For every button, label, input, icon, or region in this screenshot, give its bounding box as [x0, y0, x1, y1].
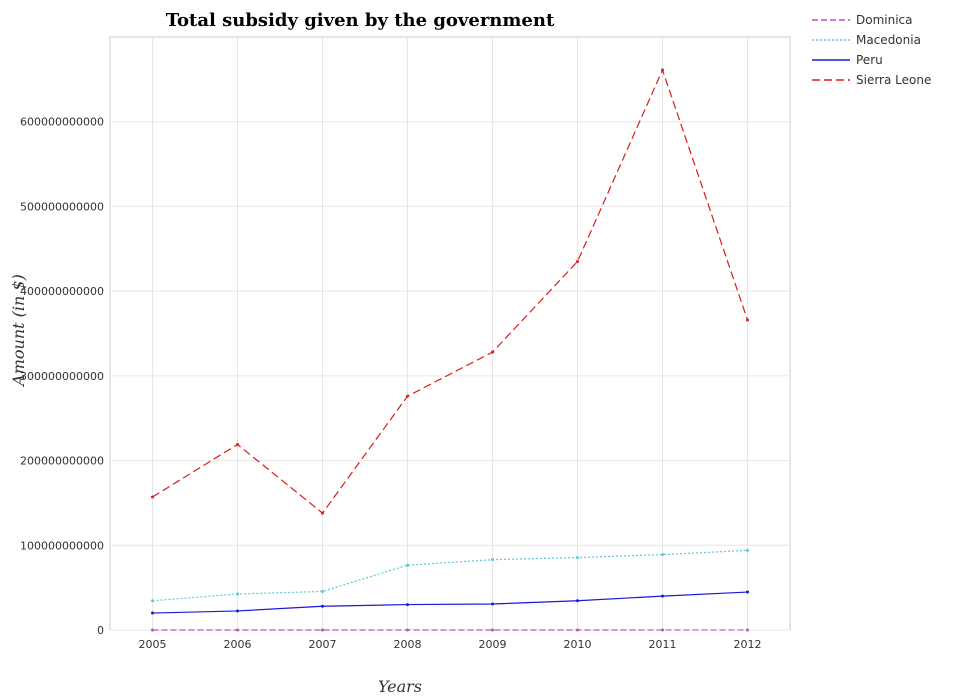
point-peru-2010 — [576, 599, 579, 603]
point-sierra-leone-2007 — [321, 511, 324, 515]
plot-area — [109, 36, 791, 631]
point-macedonia-2010 — [576, 556, 579, 560]
plot-frame — [109, 36, 791, 631]
point-dominica-2007 — [321, 628, 324, 632]
point-dominica-2009 — [491, 628, 494, 632]
point-sierra-leone-2010 — [576, 259, 579, 263]
x-tick-4: 2009 — [479, 638, 507, 651]
point-peru-2007 — [321, 604, 324, 608]
x-tick-6: 2011 — [649, 638, 677, 651]
point-macedonia-2012 — [746, 548, 749, 552]
point-macedonia-2005 — [151, 599, 154, 603]
x-tick-1: 2006 — [224, 638, 252, 651]
y-tick-4: 400000000000 — [20, 285, 104, 298]
y-tick-1: 100000000000 — [20, 539, 104, 552]
point-sierra-leone-2005 — [151, 495, 154, 499]
point-dominica-2010 — [576, 628, 579, 632]
y-tick-2: 200000000000 — [20, 455, 104, 468]
point-macedonia-2007 — [321, 589, 324, 593]
y-tick-3: 300000000000 — [20, 370, 104, 383]
point-peru-2009 — [491, 602, 494, 606]
x-tick-3: 2008 — [394, 638, 422, 651]
legend: Dominica Macedonia Peru Sierra Leone — [812, 13, 931, 87]
series-line-sierra-leone — [152, 68, 749, 514]
point-dominica-2005 — [151, 628, 154, 632]
x-axis-label: Years — [378, 677, 422, 696]
x-tick-5: 2010 — [564, 638, 592, 651]
point-peru-2005 — [151, 611, 154, 615]
point-macedonia-2011 — [661, 553, 664, 557]
point-macedonia-2008 — [406, 563, 409, 567]
point-macedonia-2009 — [491, 558, 494, 562]
y-tick-0: 0 — [97, 624, 104, 637]
series-lines — [151, 68, 749, 632]
point-dominica-2012 — [746, 628, 749, 632]
point-peru-2006 — [236, 609, 239, 613]
legend-label-dominica: Dominica — [856, 13, 913, 27]
x-tick-2: 2007 — [309, 638, 337, 651]
point-peru-2008 — [406, 603, 409, 607]
chart-title: Total subsidy given by the government — [166, 10, 555, 31]
legend-label-macedonia: Macedonia — [856, 33, 921, 47]
point-sierra-leone-2012 — [746, 318, 749, 322]
grid-lines — [110, 37, 790, 631]
series-line-macedonia — [152, 549, 748, 602]
point-sierra-leone-2009 — [491, 350, 494, 354]
y-axis-label: Amount (in $) — [9, 274, 28, 388]
point-dominica-2008 — [406, 628, 409, 632]
legend-label-peru: Peru — [856, 53, 883, 67]
point-sierra-leone-2011 — [661, 68, 664, 72]
series-line-peru — [152, 591, 748, 614]
point-macedonia-2006 — [236, 592, 239, 596]
y-tick-labels: 0 100000000000 200000000000 300000000000 400… — [20, 116, 104, 637]
x-tick-0: 2005 — [139, 638, 167, 651]
point-peru-2011 — [661, 594, 664, 598]
y-tick-5: 500000000000 — [20, 200, 104, 213]
point-dominica-2011 — [661, 628, 664, 632]
y-tick-6: 600000000000 — [20, 116, 104, 129]
x-tick-labels: 2005 2006 2007 2008 2009 2010 2011 2012 — [139, 638, 762, 651]
x-tick-7: 2012 — [734, 638, 762, 651]
point-sierra-leone-2006 — [236, 442, 239, 446]
point-dominica-2006 — [236, 628, 239, 632]
point-sierra-leone-2008 — [406, 394, 409, 398]
legend-label-sierra-leone: Sierra Leone — [856, 73, 931, 87]
point-peru-2012 — [746, 590, 749, 594]
